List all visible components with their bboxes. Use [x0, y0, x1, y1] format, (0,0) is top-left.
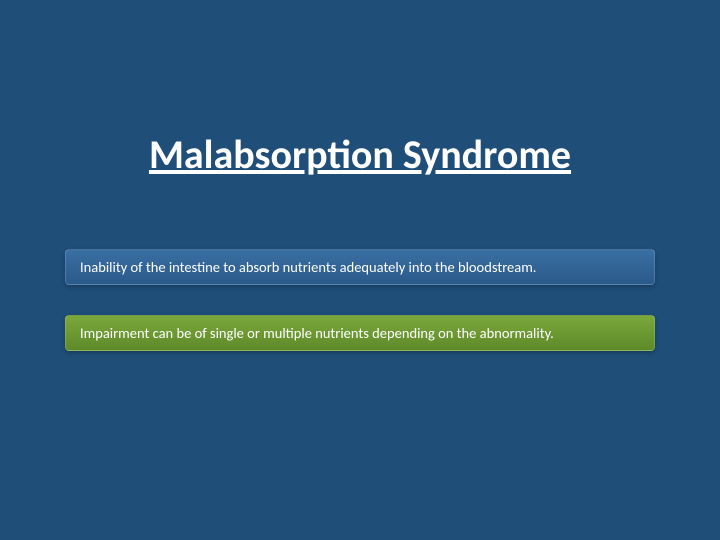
- slide-container: Malabsorption Syndrome Inability of the …: [0, 0, 720, 540]
- slide-title: Malabsorption Syndrome: [50, 130, 670, 179]
- info-bar-1: Inability of the intestine to absorb nut…: [65, 249, 655, 285]
- info-bar-2: Impairment can be of single or multiple …: [65, 315, 655, 351]
